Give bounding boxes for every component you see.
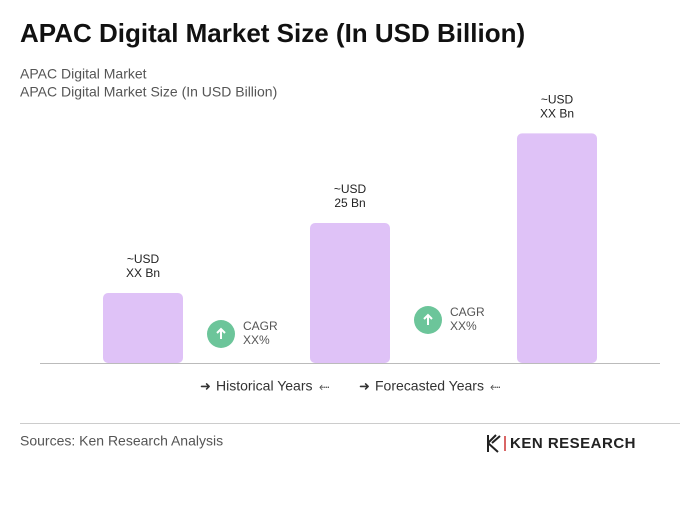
subtitle: APAC Digital Market Size (In USD Billion…	[20, 84, 277, 100]
value-label: 25 Bn	[334, 196, 365, 210]
cagr-label: XX%	[243, 333, 270, 347]
legend-arrow: ➜	[359, 378, 370, 393]
bar	[310, 223, 390, 363]
cagr-label: CAGR	[450, 305, 485, 319]
legend-arrow: ⬸	[490, 378, 501, 393]
cagr-arrow	[423, 313, 433, 325]
subtitle: APAC Digital Market	[20, 66, 147, 82]
value-label: XX Bn	[540, 107, 574, 121]
chart-title: APAC Digital Market Size (In USD Billion…	[20, 18, 525, 48]
logo: KEN RESEARCH	[487, 434, 636, 453]
value-label: XX Bn	[126, 266, 160, 280]
cagr-label: XX%	[450, 319, 477, 333]
logo-text: KEN RESEARCH	[510, 435, 636, 452]
cagr-label: CAGR	[243, 319, 278, 333]
legend-label: Historical Years	[216, 378, 313, 394]
bar	[517, 133, 597, 363]
value-label: ~USD	[334, 182, 367, 196]
value-label: ~USD	[541, 93, 574, 107]
legend-arrow: ➜	[200, 378, 211, 393]
legend-arrow: ⬸	[319, 378, 330, 393]
cagr-arrow	[216, 327, 226, 339]
bar	[103, 293, 183, 363]
value-label: ~USD	[127, 252, 160, 266]
source: Sources: Ken Research Analysis	[20, 433, 223, 449]
legend-label: Forecasted Years	[375, 378, 484, 394]
